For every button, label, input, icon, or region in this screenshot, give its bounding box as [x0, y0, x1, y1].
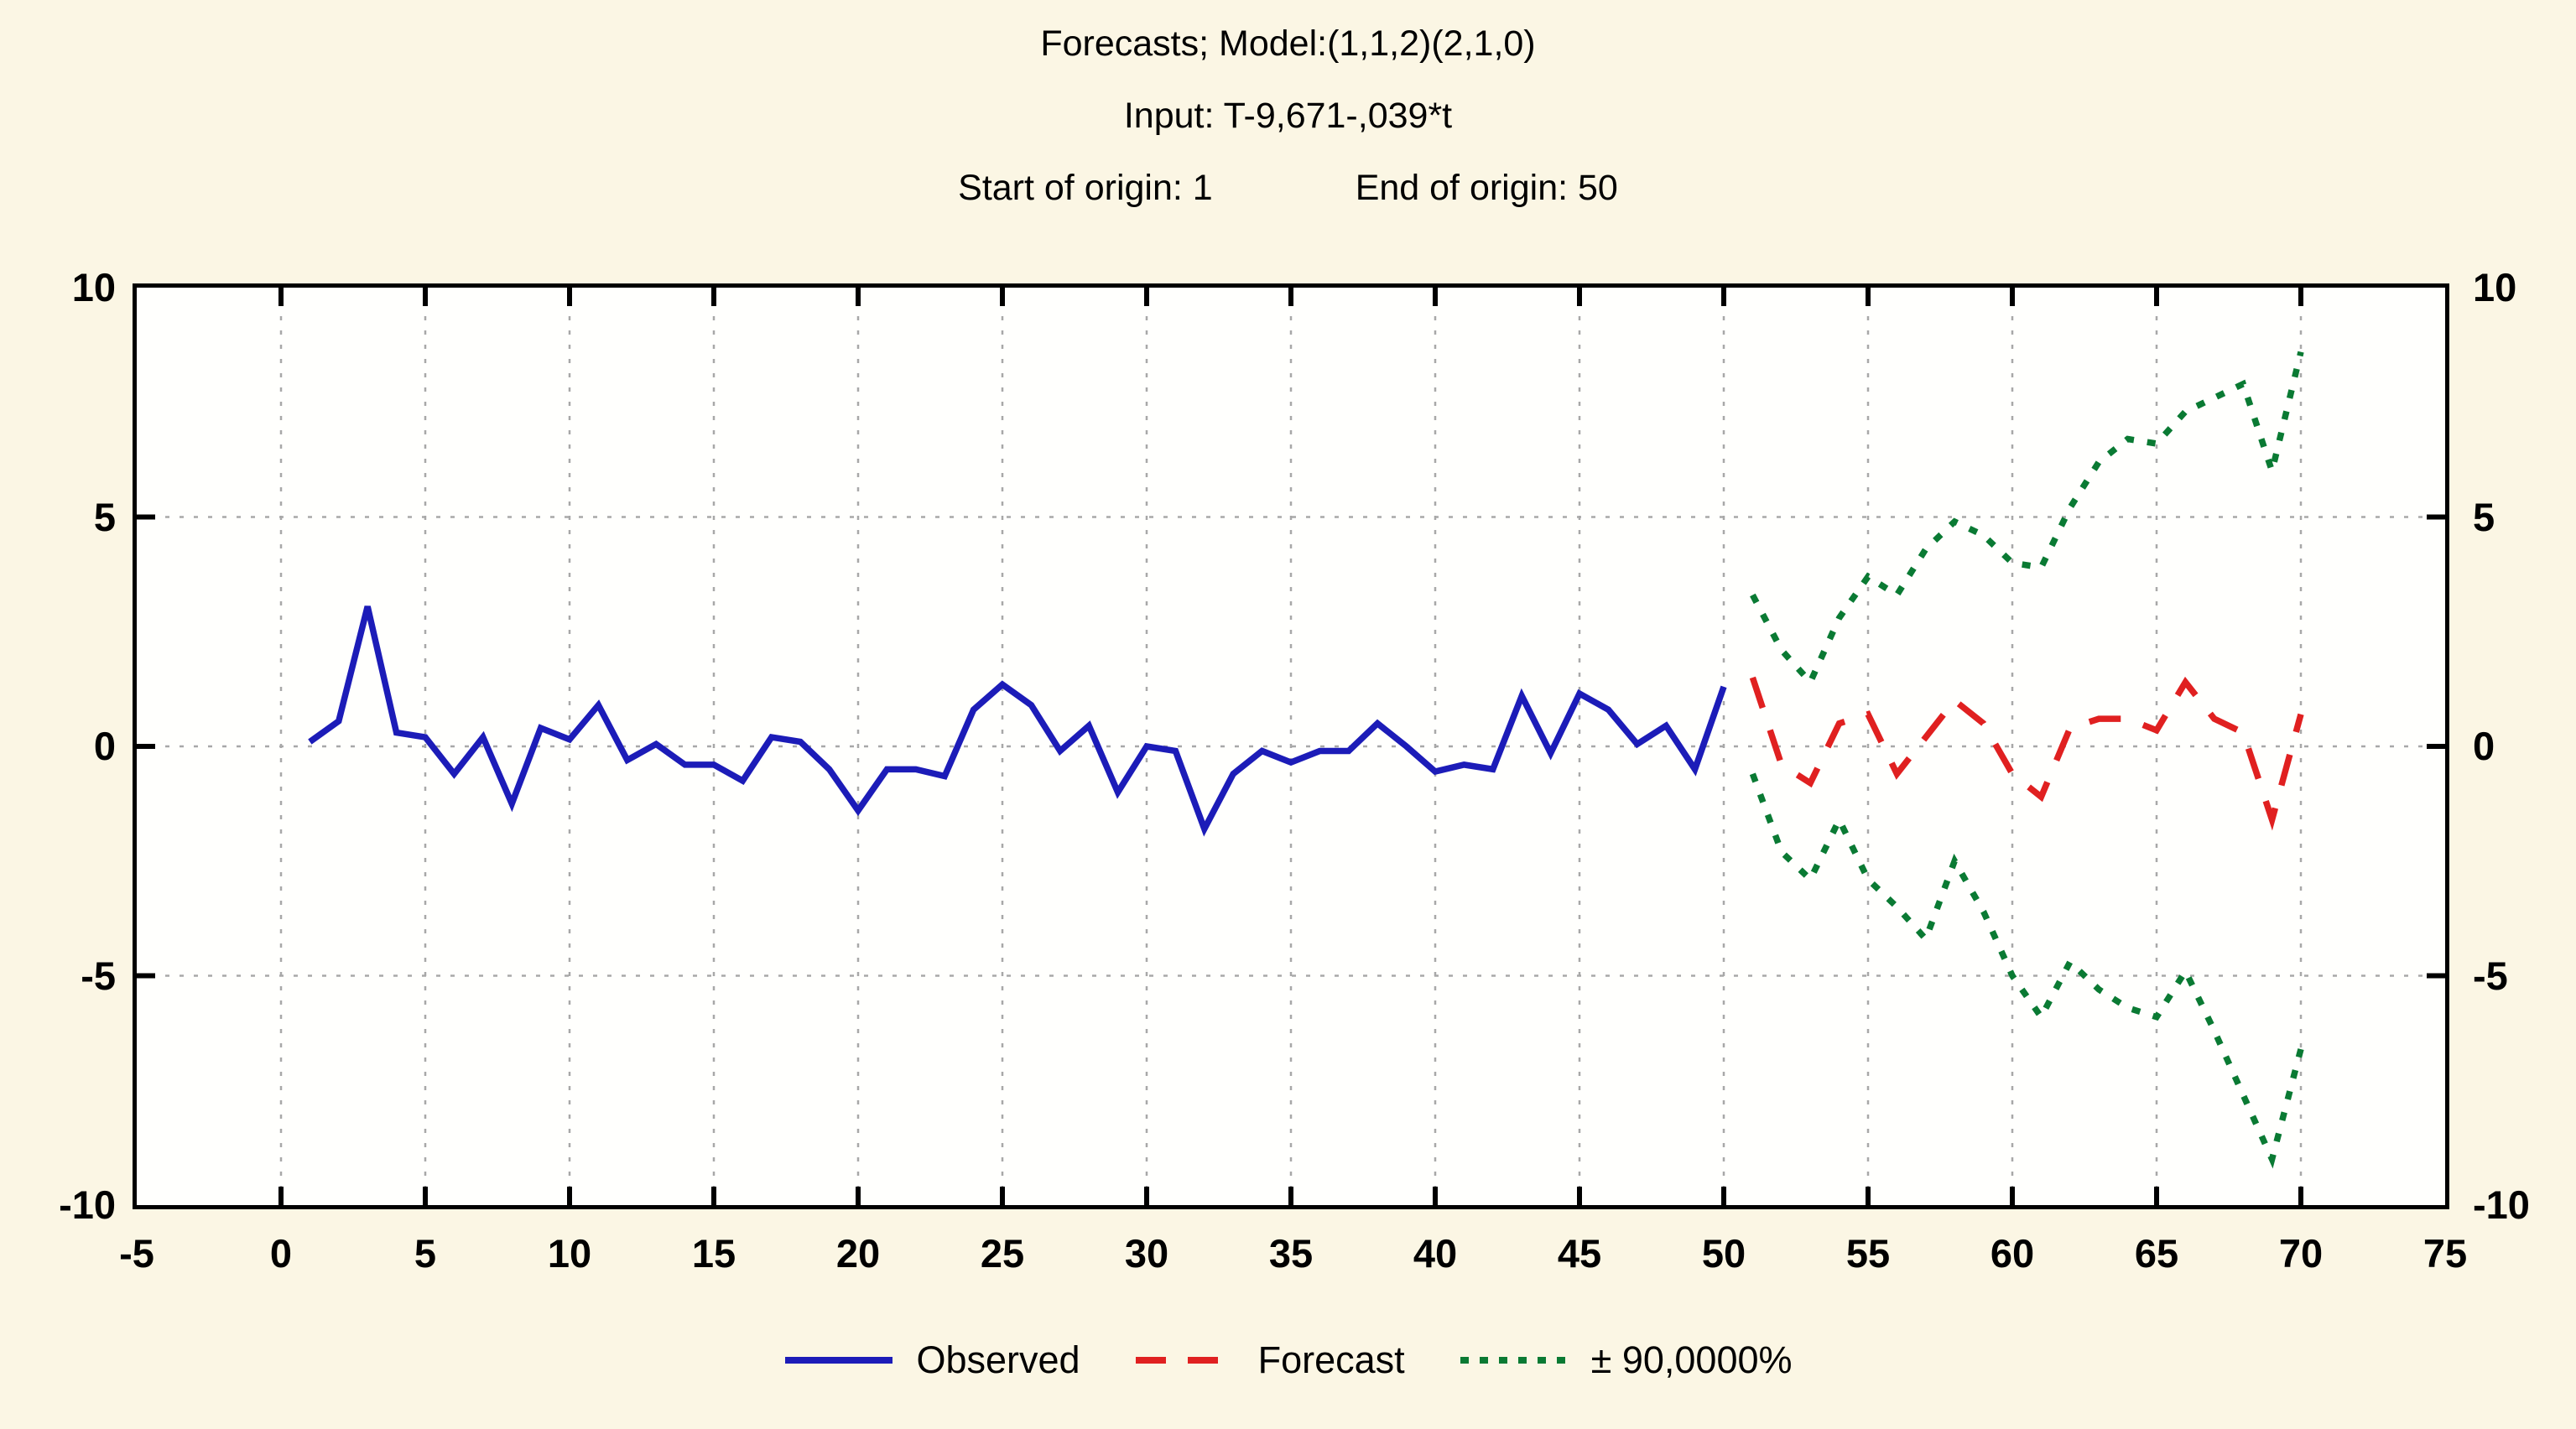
-90-band-line: [1749, 772, 2304, 1169]
y-axis-tick-label-right: -10: [2473, 1182, 2530, 1227]
x-axis-tick-label: 35: [1268, 1231, 1314, 1276]
x-axis-tick-label: 55: [1845, 1231, 1891, 1276]
observed-line-icon: [785, 1357, 893, 1364]
y-axis-tick-label-left: -5: [81, 953, 116, 998]
legend-label-forecast: Forecast: [1257, 1338, 1405, 1381]
x-axis-tick-label: 65: [2134, 1231, 2179, 1276]
x-axis-tick-label: 60: [1990, 1231, 2035, 1276]
y-axis-tick-label-left: 0: [93, 724, 116, 768]
y-axis-tick-label-right: 0: [2473, 724, 2495, 768]
legend: Observed Forecast ± 90,0000%: [0, 1338, 2576, 1382]
legend-item-confidence: ± 90,0000%: [1459, 1338, 1793, 1382]
x-axis-tick-label: 25: [980, 1231, 1025, 1276]
x-axis-tick-label: 70: [2278, 1231, 2324, 1276]
chart-canvas: [137, 288, 2445, 1205]
legend-item-forecast: Forecast: [1134, 1338, 1405, 1382]
x-axis-tick-label: 40: [1413, 1231, 1458, 1276]
x-axis-tick-label: 10: [547, 1231, 592, 1276]
plot-area: [133, 283, 2449, 1209]
chart-subtitle: Input: T-9,671-,039*t: [1123, 96, 1453, 136]
x-axis-tick-label: 45: [1557, 1231, 1602, 1276]
y-axis-tick-label-left: 5: [93, 494, 116, 539]
legend-item-observed: Observed: [783, 1338, 1080, 1382]
y-axis-tick-label-right: 10: [2473, 265, 2517, 309]
y-axis-tick-label-left: -10: [59, 1182, 116, 1227]
legend-label-observed: Observed: [916, 1338, 1080, 1381]
x-axis-tick-label: 75: [2422, 1231, 2468, 1276]
forecast-line: [1749, 676, 2304, 831]
legend-label-confidence: ± 90,0000%: [1590, 1338, 1793, 1381]
x-axis-tick-label: 30: [1124, 1231, 1169, 1276]
start-of-origin-label: Start of origin: 1: [958, 168, 1213, 208]
observed-line: [308, 605, 1727, 837]
x-axis-tick-label: 20: [835, 1231, 881, 1276]
y-axis-tick-label-right: -5: [2473, 953, 2508, 998]
end-of-origin-label: End of origin: 50: [1355, 168, 1618, 208]
forecast-dash-icon: [1135, 1357, 1235, 1364]
origin-info-row: Start of origin: 1 End of origin: 50: [0, 168, 2576, 209]
x-axis-tick-label: 15: [691, 1231, 736, 1276]
chart-title: Forecasts; Model:(1,1,2)(2,1,0): [1040, 23, 1536, 64]
-90-band-line: [1750, 351, 2304, 689]
x-axis-tick-label: 50: [1701, 1231, 1746, 1276]
confidence-dot-icon: [1460, 1357, 1568, 1364]
y-axis-tick-label-left: 10: [71, 265, 116, 309]
y-axis-tick-label-right: 5: [2473, 494, 2495, 539]
x-axis-tick-label: 0: [269, 1231, 293, 1276]
x-axis-tick-label: -5: [119, 1231, 154, 1276]
x-axis-tick-label: 5: [414, 1231, 437, 1276]
